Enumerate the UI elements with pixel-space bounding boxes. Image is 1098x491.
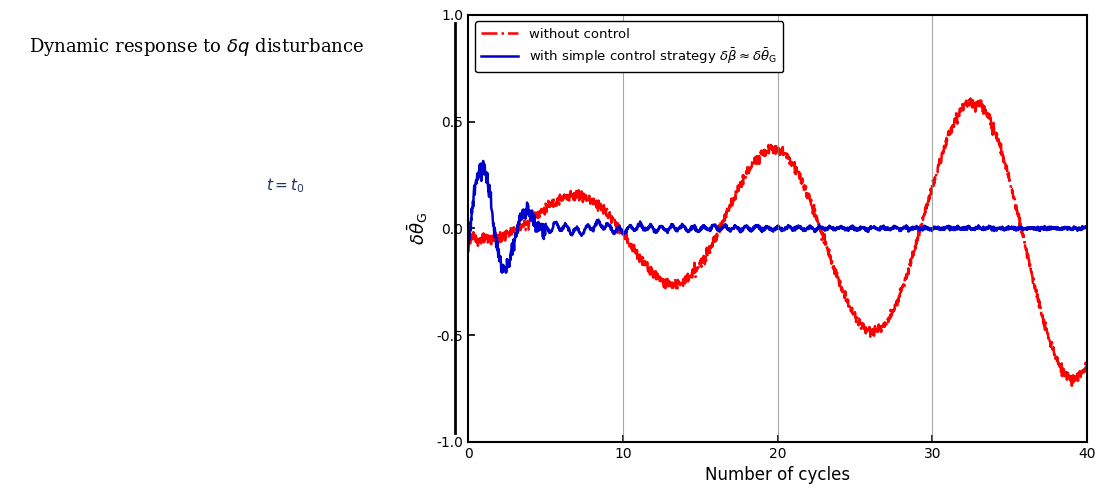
without control [762,146,775,152]
with simple control strategy $\delta\bar{\beta} \approx \delta\bar{\theta}_{\rm G}$ [461,248,474,254]
with simple control strategy $\delta\bar{\beta} \approx \delta\bar{\theta}_{\rm G}$ [477,158,490,164]
without control [1063,374,1076,380]
Legend: without control, with simple control strategy $\delta\bar{\beta} \approx \delta\: without control, with simple control str… [475,21,783,72]
with simple control strategy $\delta\bar{\beta} \approx \delta\bar{\theta}_{\rm G}$ [494,255,507,261]
with simple control strategy $\delta\bar{\beta} \approx \delta\bar{\theta}_{\rm G}$ [1063,226,1076,232]
without control [747,158,760,164]
Line: without control: without control [468,99,1087,386]
Line: with simple control strategy $\delta\bar{\beta} \approx \delta\bar{\theta}_{\rm G}$: with simple control strategy $\delta\bar… [468,161,1087,273]
Text: $t=t_0$: $t=t_0$ [266,176,305,195]
without control [1080,361,1094,367]
without control [1063,375,1076,381]
with simple control strategy $\delta\bar{\beta} \approx \delta\bar{\theta}_{\rm G}$ [500,270,513,275]
with simple control strategy $\delta\bar{\beta} \approx \delta\bar{\theta}_{\rm G}$ [950,224,963,230]
with simple control strategy $\delta\bar{\beta} \approx \delta\bar{\theta}_{\rm G}$ [1063,224,1076,230]
X-axis label: Number of cycles: Number of cycles [705,466,850,484]
Y-axis label: $\delta\bar{\theta}_{\rm G}$: $\delta\bar{\theta}_{\rm G}$ [405,212,429,245]
with simple control strategy $\delta\bar{\beta} \approx \delta\bar{\theta}_{\rm G}$ [747,224,760,230]
Text: Dynamic response to $\delta q$ disturbance: Dynamic response to $\delta q$ disturban… [30,36,365,58]
with simple control strategy $\delta\bar{\beta} \approx \delta\bar{\theta}_{\rm G}$ [1080,225,1094,231]
without control [1065,383,1078,389]
with simple control strategy $\delta\bar{\beta} \approx \delta\bar{\theta}_{\rm G}$ [763,226,776,232]
without control [493,232,506,238]
without control [964,96,977,102]
without control [461,237,474,243]
without control [949,117,962,123]
